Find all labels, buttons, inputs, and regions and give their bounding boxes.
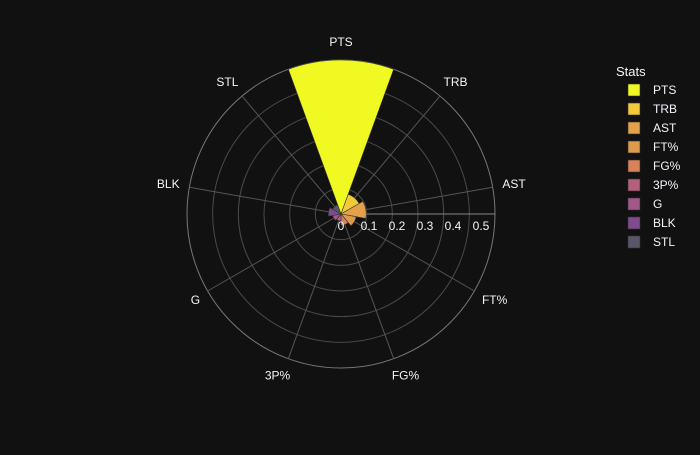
legend-item-label[interactable]: PTS xyxy=(653,83,676,97)
radial-tick-label: 0.3 xyxy=(417,219,434,233)
angular-label: BLK xyxy=(157,177,180,191)
legend-swatch[interactable] xyxy=(627,102,641,116)
angular-label: G xyxy=(191,293,200,307)
bar-ft-pct xyxy=(340,213,357,227)
angular-label: PTS xyxy=(329,35,352,49)
polar-grid xyxy=(186,59,496,369)
radial-ticks: 0 0.1 0.2 0.3 0.4 0.5 xyxy=(338,219,490,233)
legend-swatch[interactable] xyxy=(627,235,641,249)
legend-swatch[interactable] xyxy=(627,197,641,211)
radial-tick-label: 0.2 xyxy=(389,219,406,233)
angular-label: TRB xyxy=(444,75,468,89)
bar-fg-pct xyxy=(340,213,349,226)
radial-tick-label: 0.4 xyxy=(445,219,462,233)
legend-item-label[interactable]: STL xyxy=(653,235,675,249)
bar-stl xyxy=(332,204,342,215)
legend-item-label[interactable]: FT% xyxy=(653,140,679,154)
grid-spoke xyxy=(340,186,493,215)
angular-labels: PTS TRB AST FT% FG% 3P% G BLK STL xyxy=(157,35,526,383)
legend-swatch[interactable] xyxy=(627,140,641,154)
grid-spoke xyxy=(287,213,342,359)
grid-spoke xyxy=(207,213,342,292)
grid-spoke xyxy=(340,213,395,359)
angular-label: 3P% xyxy=(265,369,291,383)
bar-ast xyxy=(340,200,367,219)
bar-pts xyxy=(287,59,395,215)
legend-item-label[interactable]: G xyxy=(653,197,662,211)
radial-tick-label: 0.1 xyxy=(361,219,378,233)
grid-spoke xyxy=(340,95,441,215)
legend-item-label[interactable]: BLK xyxy=(653,216,676,230)
grid-spoke xyxy=(189,186,342,215)
legend-swatch[interactable] xyxy=(627,121,641,135)
legend-swatch[interactable] xyxy=(627,178,641,192)
legend: Stats PTS TRB AST FT% FG% 3P% G BLK STL xyxy=(616,64,681,249)
legend-item-label[interactable]: TRB xyxy=(653,102,677,116)
legend-item-label[interactable]: 3P% xyxy=(653,178,679,192)
grid-spoke xyxy=(340,213,475,292)
legend-title: Stats xyxy=(616,64,646,79)
legend-item-label[interactable]: FG% xyxy=(653,159,681,173)
angular-label: STL xyxy=(216,75,238,89)
angular-label: FT% xyxy=(482,293,508,307)
bar-blk xyxy=(328,207,342,217)
grid-spoke xyxy=(241,95,342,215)
legend-swatch[interactable] xyxy=(627,216,641,230)
bars xyxy=(287,59,395,227)
radial-tick-label: 0.5 xyxy=(473,219,490,233)
legend-swatch[interactable] xyxy=(627,83,641,97)
radial-tick-label: 0 xyxy=(338,219,345,233)
angular-label: FG% xyxy=(392,369,420,383)
legend-item-label[interactable]: AST xyxy=(653,121,677,135)
legend-swatch[interactable] xyxy=(627,159,641,173)
angular-label: AST xyxy=(502,177,526,191)
